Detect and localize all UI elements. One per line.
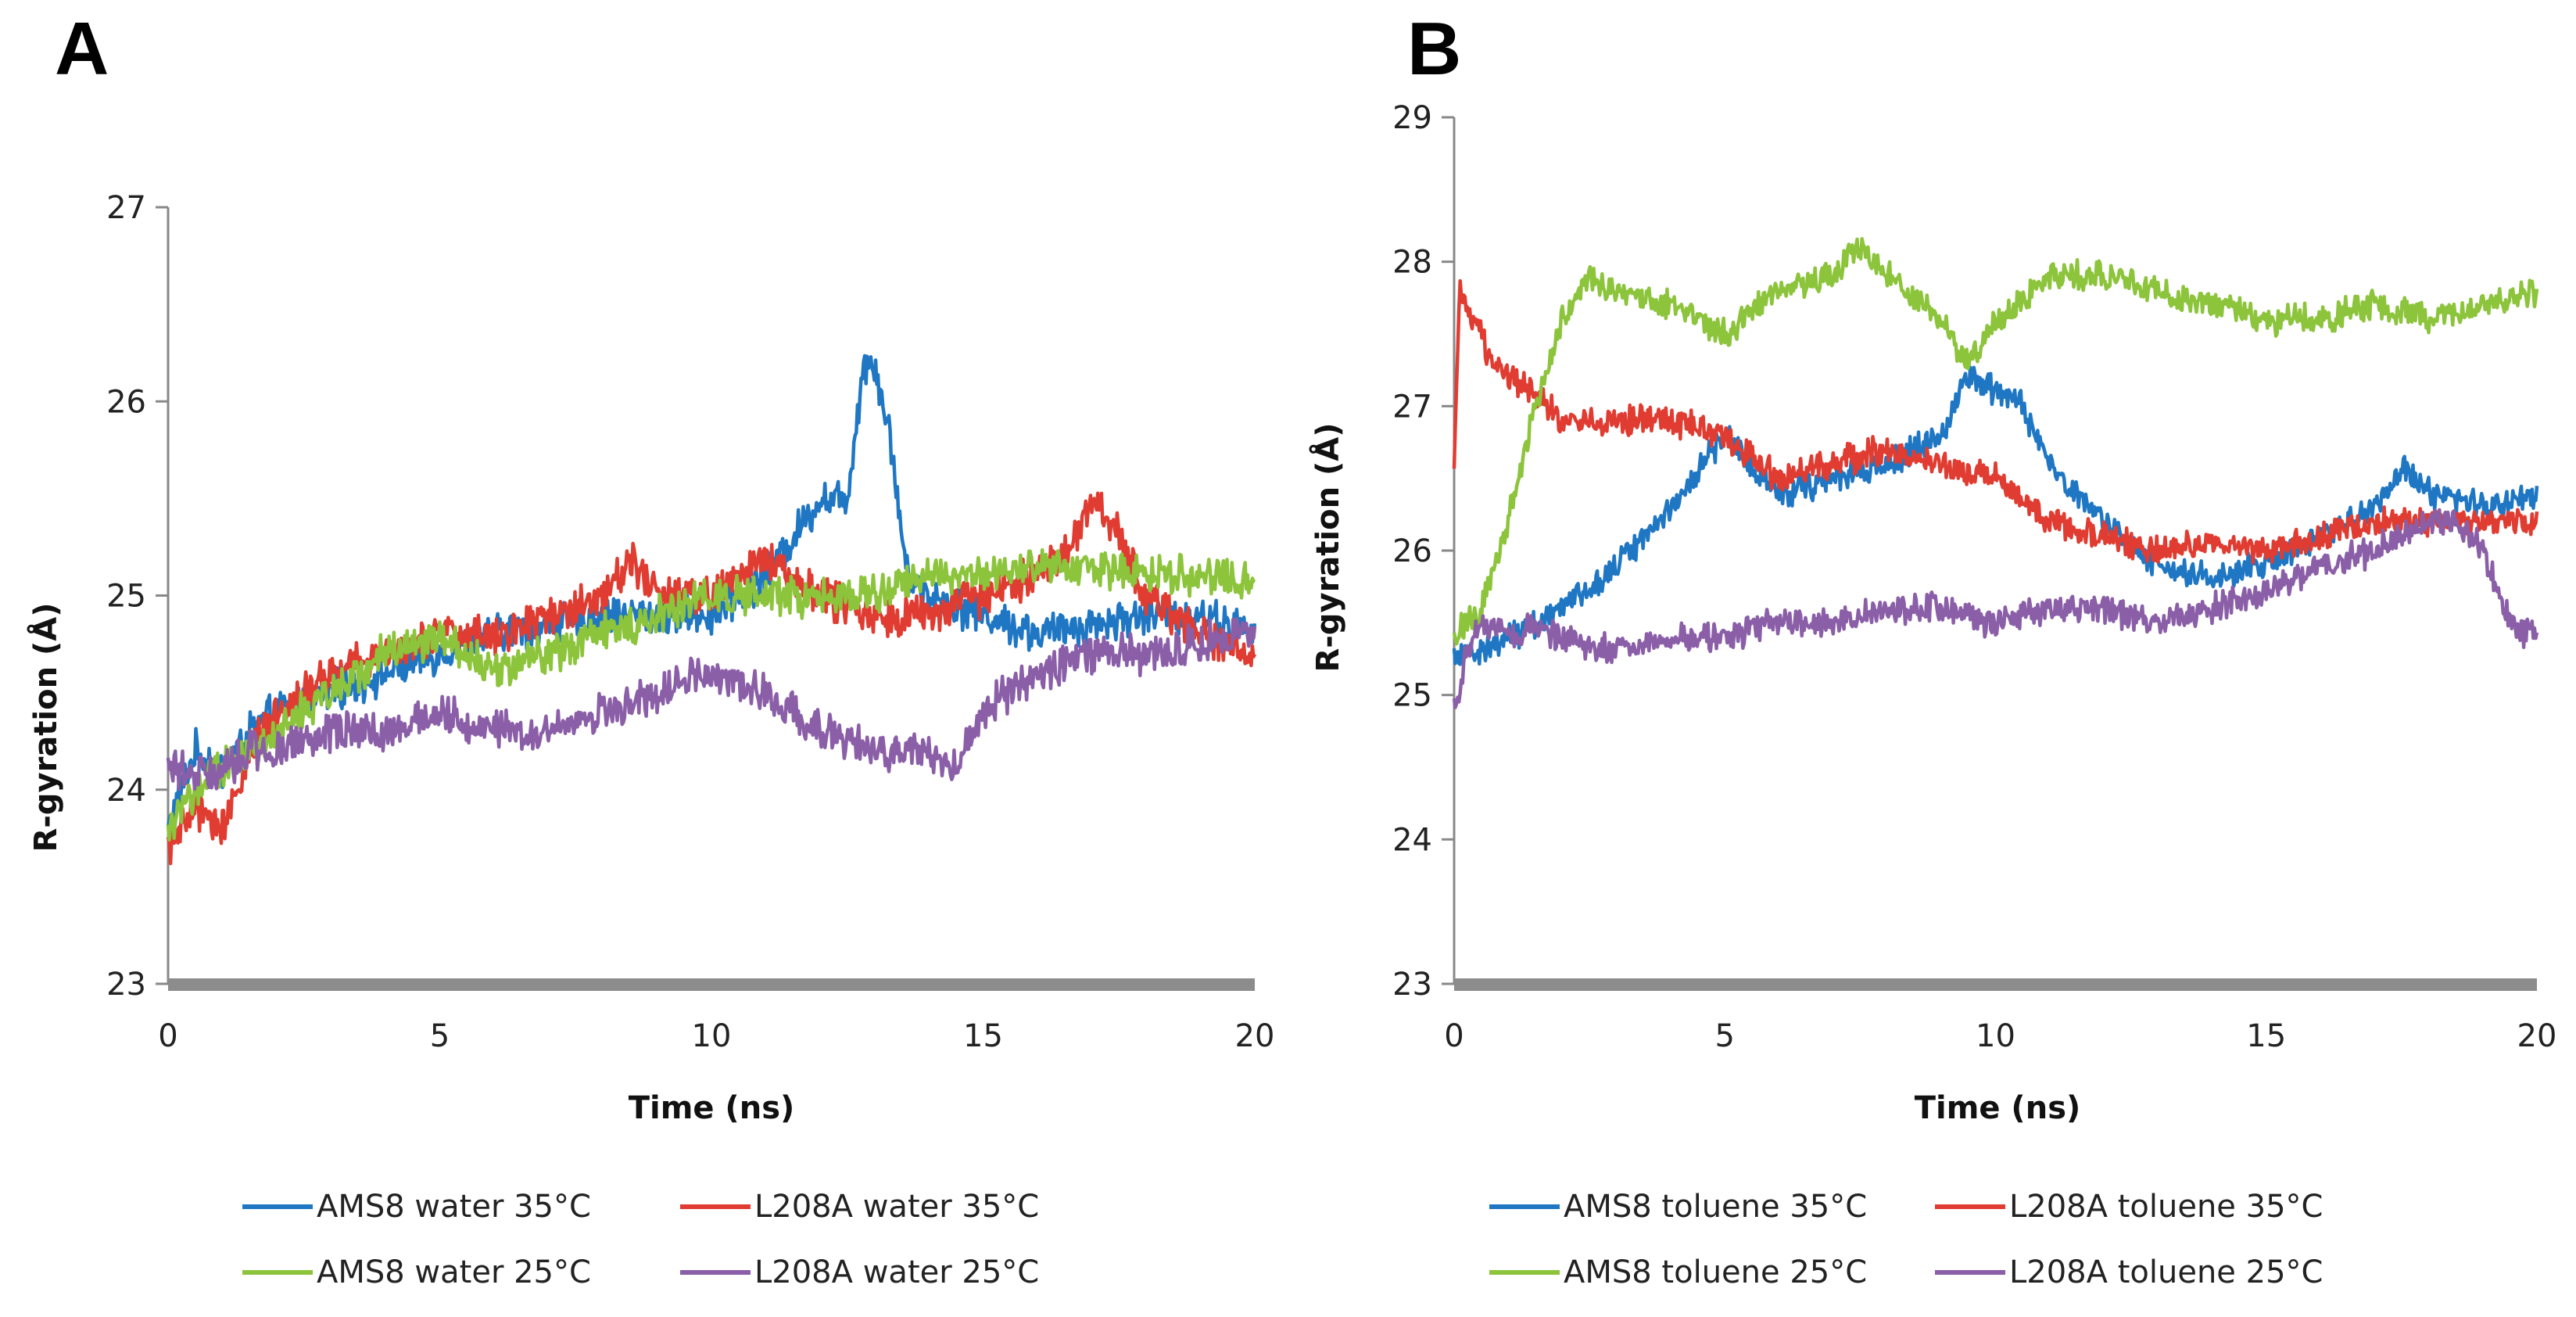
panel-b-x-axis-title: Time (ns) — [1915, 1090, 2081, 1126]
panel-b-series-line-3 — [1452, 237, 2539, 646]
panel-b-y-tick-label: 25 — [1392, 678, 1432, 714]
panel-b-legend-label-1: AMS8 toluene 35°C — [1564, 1189, 1867, 1225]
panel-a-y-tick-label: 26 — [106, 384, 146, 420]
panel-a-y-tick-label: 27 — [106, 190, 146, 226]
panel-a-legend-label-1: AMS8 water 35°C — [317, 1189, 591, 1225]
panel-b-y-tick-label: 29 — [1392, 100, 1432, 136]
panel-b-y-tick-label: 27 — [1392, 389, 1432, 425]
panel-a-y-tick-label: 23 — [106, 967, 146, 1003]
panel-b-y-tick-label: 23 — [1392, 967, 1432, 1003]
panel-a-legend-label-3: AMS8 water 25°C — [317, 1254, 591, 1290]
panel-a-x-tick-label: 5 — [430, 1018, 450, 1054]
panel-b-series-line-4 — [1452, 508, 2539, 709]
panel-a-x-tick-label: 10 — [692, 1018, 732, 1054]
panel-a-y-tick-label: 24 — [106, 773, 146, 809]
panel-b-x-tick-label: 15 — [2246, 1018, 2286, 1054]
panel-b-plot-area: 23 24 25 26 27 28 29 0 5 10 15 20 — [1392, 100, 2556, 1054]
panel-a-series-line-3 — [166, 547, 1256, 842]
panel-a-series-line-1 — [166, 353, 1257, 834]
panel-b-y-axis-title: R-gyration (Å) — [1308, 422, 1346, 672]
panel-b-x-tick-label: 0 — [1444, 1018, 1464, 1054]
panel-a-legend-label-2: L208A water 35°C — [754, 1189, 1039, 1225]
panel-b-legend: AMS8 toluene 35°C L208A toluene 35°C AMS8 … — [1489, 1189, 2323, 1290]
panel-b-letter: B — [1407, 7, 1461, 91]
panel-a: A 23 24 25 26 27 0 5 10 15 20 Time (ns) R-gyratio… — [26, 7, 1274, 1290]
panel-a-y-tick-label: 25 — [106, 579, 146, 615]
panel-a-x-tick-label: 20 — [1235, 1018, 1275, 1054]
panel-b-series-line-2 — [1452, 278, 2539, 565]
panel-b-y-tick-label: 24 — [1392, 822, 1432, 858]
panel-a-letter: A — [55, 7, 109, 91]
panel-a-x-axis-line — [168, 978, 1255, 991]
panel-b-x-axis-line — [1454, 978, 2537, 991]
panel-a-plot-area: 23 24 25 26 27 0 5 10 15 20 — [106, 190, 1274, 1054]
panel-b-x-tick-label: 20 — [2517, 1018, 2557, 1054]
panel-a-x-tick-label: 15 — [963, 1018, 1003, 1054]
panel-a-x-tick-label: 0 — [158, 1018, 177, 1054]
panel-a-y-axis-title: R-gyration (Å) — [26, 602, 64, 852]
panel-b-legend-label-2: L208A toluene 35°C — [2009, 1189, 2323, 1225]
panel-a-legend-label-4: L208A water 25°C — [754, 1254, 1039, 1290]
panel-b-y-tick-label: 26 — [1392, 533, 1432, 569]
panel-b-x-tick-label: 10 — [1976, 1018, 2015, 1054]
panel-b-legend-label-4: L208A toluene 25°C — [2009, 1254, 2323, 1290]
panel-a-series-line-4 — [166, 617, 1257, 791]
panel-a-legend: AMS8 water 35°C L208A water 35°C AMS8 wate… — [242, 1189, 1039, 1290]
panel-a-x-axis-title: Time (ns) — [629, 1090, 795, 1126]
panel-b-legend-label-3: AMS8 toluene 25°C — [1564, 1254, 1867, 1290]
panel-b: B 23 24 25 26 27 28 29 0 5 10 15 20 Time (ns) R-gyr… — [1308, 7, 2556, 1290]
panel-b-y-tick-label: 28 — [1392, 245, 1432, 281]
panel-b-x-tick-label: 5 — [1715, 1018, 1735, 1054]
